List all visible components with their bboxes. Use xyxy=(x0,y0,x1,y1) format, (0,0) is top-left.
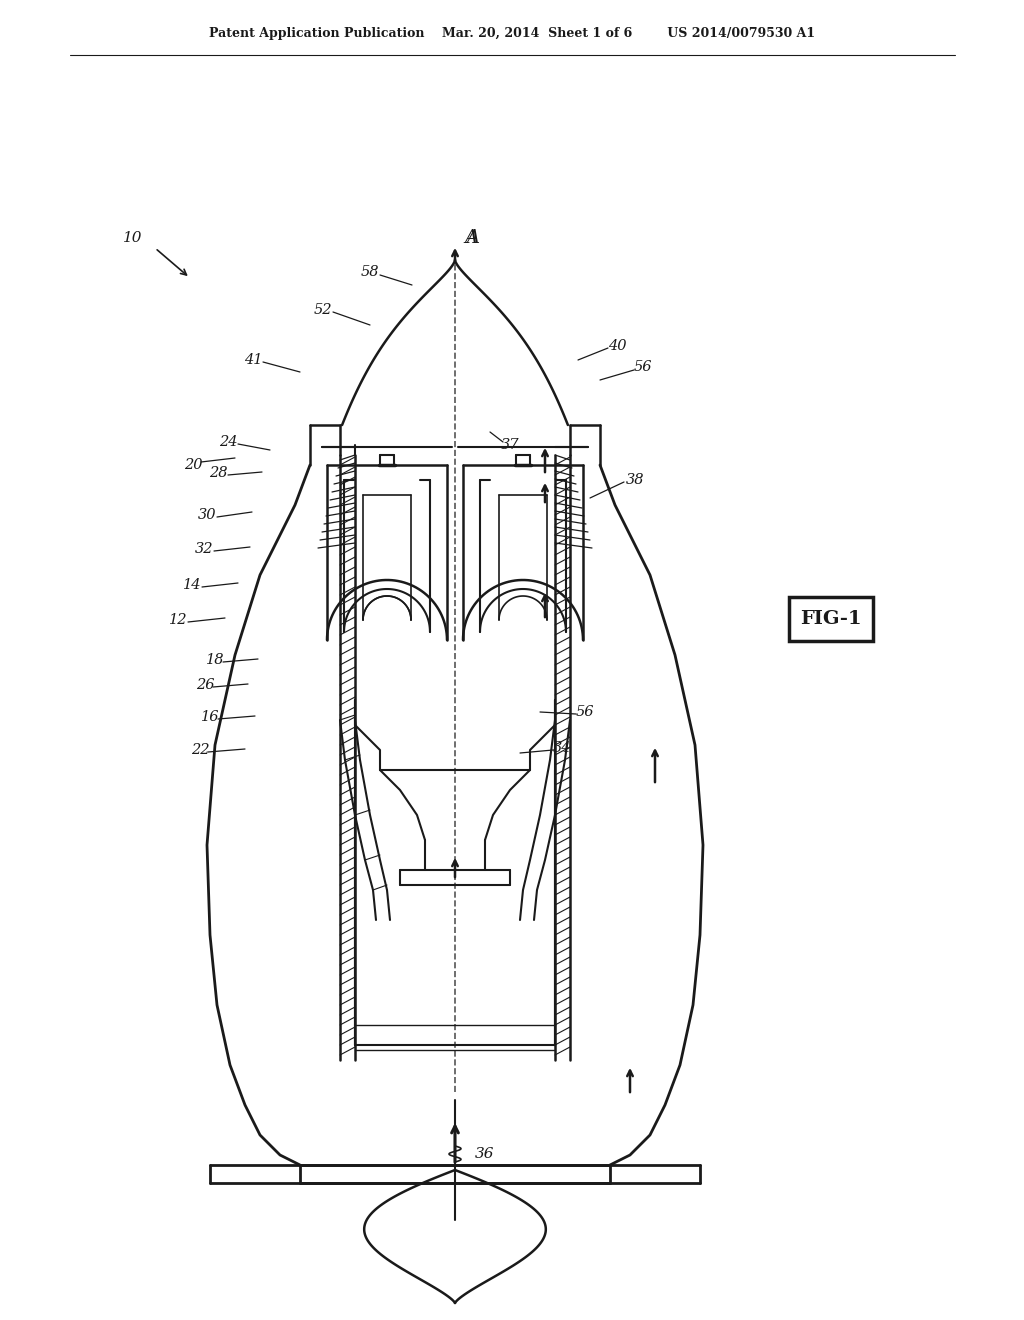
Text: 40: 40 xyxy=(608,339,627,352)
Text: A: A xyxy=(467,228,479,247)
Text: 32: 32 xyxy=(195,543,213,556)
Text: 56: 56 xyxy=(575,705,594,719)
Text: 14: 14 xyxy=(182,578,202,591)
Text: 18: 18 xyxy=(206,653,224,667)
Text: 10: 10 xyxy=(123,231,142,246)
Text: Patent Application Publication    Mar. 20, 2014  Sheet 1 of 6        US 2014/007: Patent Application Publication Mar. 20, … xyxy=(209,26,815,40)
Text: 16: 16 xyxy=(201,710,219,723)
Text: 20: 20 xyxy=(183,458,203,473)
Text: 22: 22 xyxy=(190,743,209,756)
Text: FIG-1: FIG-1 xyxy=(800,610,862,628)
Text: 36: 36 xyxy=(475,1147,495,1162)
Text: 28: 28 xyxy=(209,466,227,480)
Text: 38: 38 xyxy=(626,473,644,487)
Text: 41: 41 xyxy=(244,352,262,367)
Text: 30: 30 xyxy=(198,508,216,521)
Text: 56: 56 xyxy=(634,360,652,374)
Text: 52: 52 xyxy=(313,304,332,317)
Text: 24: 24 xyxy=(219,436,238,449)
Text: 37: 37 xyxy=(501,438,519,451)
Text: 34: 34 xyxy=(553,741,571,755)
Text: 26: 26 xyxy=(196,678,214,692)
Text: 12: 12 xyxy=(169,612,187,627)
Text: 58: 58 xyxy=(360,265,379,279)
FancyBboxPatch shape xyxy=(790,597,873,642)
Text: A: A xyxy=(465,228,477,247)
